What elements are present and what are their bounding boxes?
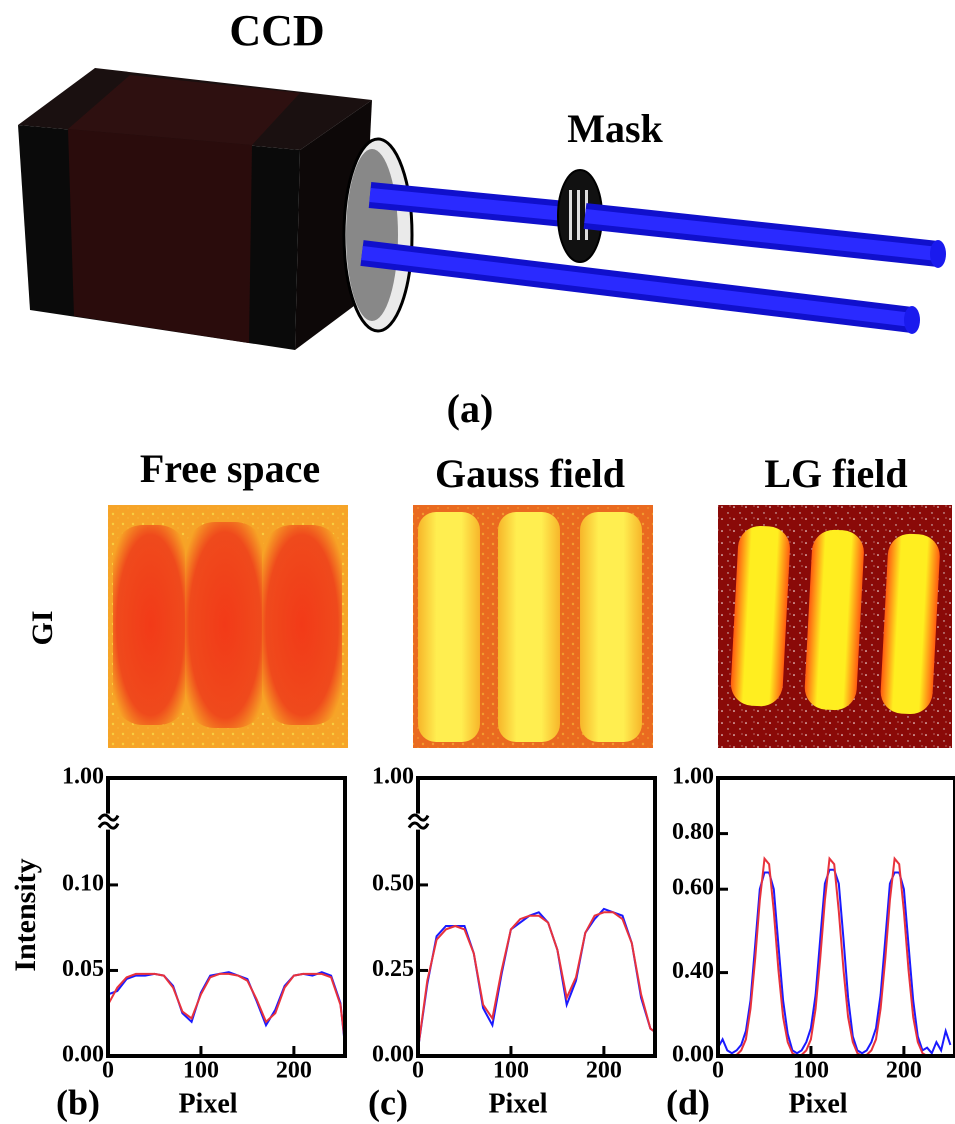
y-tick-label: 0.25 (372, 956, 414, 982)
fiber (585, 216, 946, 268)
ccd-label: CCD (229, 6, 324, 55)
x-axis-label: Pixel (178, 1088, 237, 1119)
y-tick-label: 0.10 (62, 870, 104, 896)
mask-label: Mask (567, 106, 663, 151)
x-tick-label: 0 (412, 1058, 424, 1084)
data-line (108, 974, 345, 1042)
y-tick-label: 0.60 (672, 875, 714, 901)
panel-label: (b) (56, 1082, 100, 1122)
row-label: GI (26, 610, 59, 645)
gi-image (413, 505, 653, 748)
x-tick-label: 0 (712, 1058, 724, 1084)
y-tick-label: 0.40 (672, 958, 714, 984)
plot (108, 972, 345, 1045)
ccd-camera (18, 68, 412, 350)
y-tick-label: 1.00 (62, 764, 104, 790)
column-title: LG field (764, 451, 907, 496)
gi-image (108, 505, 348, 748)
y-tick-label: 1.00 (372, 764, 414, 790)
x-tick-label: 200 (276, 1058, 312, 1084)
data-line (418, 912, 655, 1049)
y-tick-label: 0.00 (672, 1042, 714, 1068)
plot-frame (108, 778, 345, 1056)
x-tick-label: 0 (102, 1058, 114, 1084)
x-axis-label: Pixel (788, 1088, 847, 1119)
y-axis-label: Intensity (9, 858, 42, 971)
x-tick-label: 100 (183, 1058, 219, 1084)
x-tick-label: 200 (586, 1058, 622, 1084)
y-tick-label: 1.00 (672, 764, 714, 790)
panel-caption: (a) (447, 386, 494, 431)
plot (418, 909, 655, 1049)
x-axis-label: Pixel (488, 1088, 547, 1119)
y-tick-label: 0.05 (62, 956, 104, 982)
figure: CCD Mask (a) Free space Gauss field LG f… (0, 0, 955, 1124)
column-title: Gauss field (435, 451, 625, 496)
y-tick-label: 0.00 (62, 1042, 104, 1068)
data-line (108, 972, 345, 1045)
panel-label: (d) (666, 1082, 710, 1122)
x-tick-label: 100 (793, 1058, 829, 1084)
gi-image (718, 505, 952, 748)
data-line (418, 909, 655, 1049)
plot (718, 859, 950, 1056)
x-tick-label: 200 (886, 1058, 922, 1084)
panel-label: (c) (368, 1082, 408, 1122)
y-tick-label: 0.50 (372, 870, 414, 896)
column-title: Free space (140, 446, 320, 491)
plot-frame (718, 778, 955, 1056)
y-tick-label: 0.80 (672, 819, 714, 845)
data-line (718, 859, 950, 1056)
x-tick-label: 100 (493, 1058, 529, 1084)
y-tick-label: 0.00 (372, 1042, 414, 1068)
